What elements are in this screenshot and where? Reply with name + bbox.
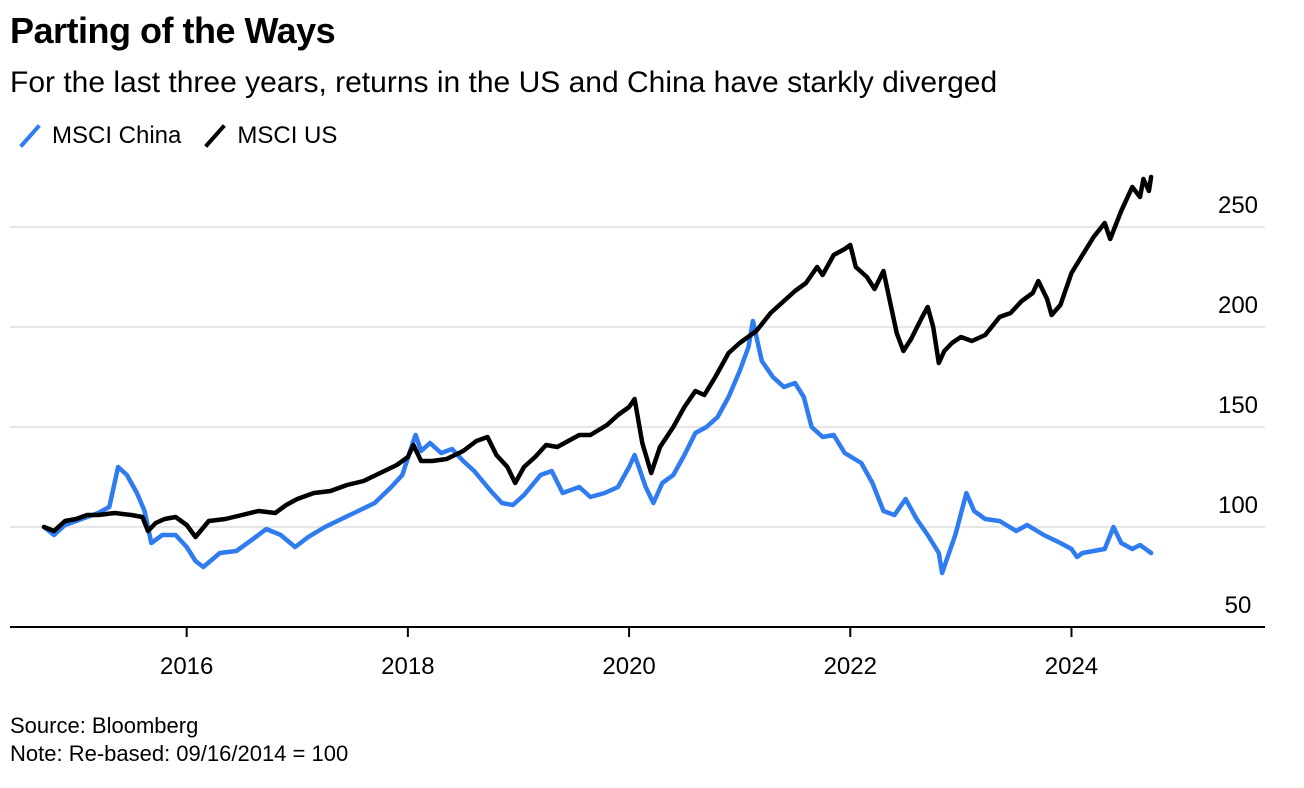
series-line-msci-us [41,174,1154,540]
legend-label-us: MSCI US [237,122,338,149]
y-tick-label-150: 150 [1218,392,1258,419]
y-tick-label-250: 250 [1218,192,1258,219]
chart-subtitle: For the last three years, returns in the… [10,66,998,99]
legend-item-msci-us: MSCI US [203,122,337,150]
legend: MSCI China MSCI US [18,120,359,152]
chart-title: Parting of the Ways [10,10,336,51]
legend-line-china [19,124,41,148]
x-tick-label-2022: 2022 [824,653,877,680]
x-tick-label-2024: 2024 [1045,653,1098,680]
legend-item-msci-china: MSCI China [18,122,181,150]
legend-line-us [204,124,227,148]
legend-swatch-us [203,123,227,149]
y-tick-label-200: 200 [1218,292,1258,319]
legend-label-china: MSCI China [52,122,182,149]
rebase-note: Note: Re-based: 09/16/2014 = 100 [10,741,349,766]
line-chart: 50 100 150 200 250 2016 2018 2020 2022 2024 [10,174,1265,680]
y-tick-label-50: 50 [1225,592,1252,619]
x-tick-label-2016: 2016 [160,653,213,680]
legend-swatch-china [18,123,42,149]
source-note: Source: Bloomberg [10,713,199,738]
series-line-msci-china [41,318,1154,576]
x-tick-label-2018: 2018 [381,653,434,680]
y-tick-label-100: 100 [1218,492,1258,519]
chart-footer: Source: Bloomberg Note: Re-based: 09/16/… [10,712,348,768]
x-tick-label-2020: 2020 [602,653,655,680]
